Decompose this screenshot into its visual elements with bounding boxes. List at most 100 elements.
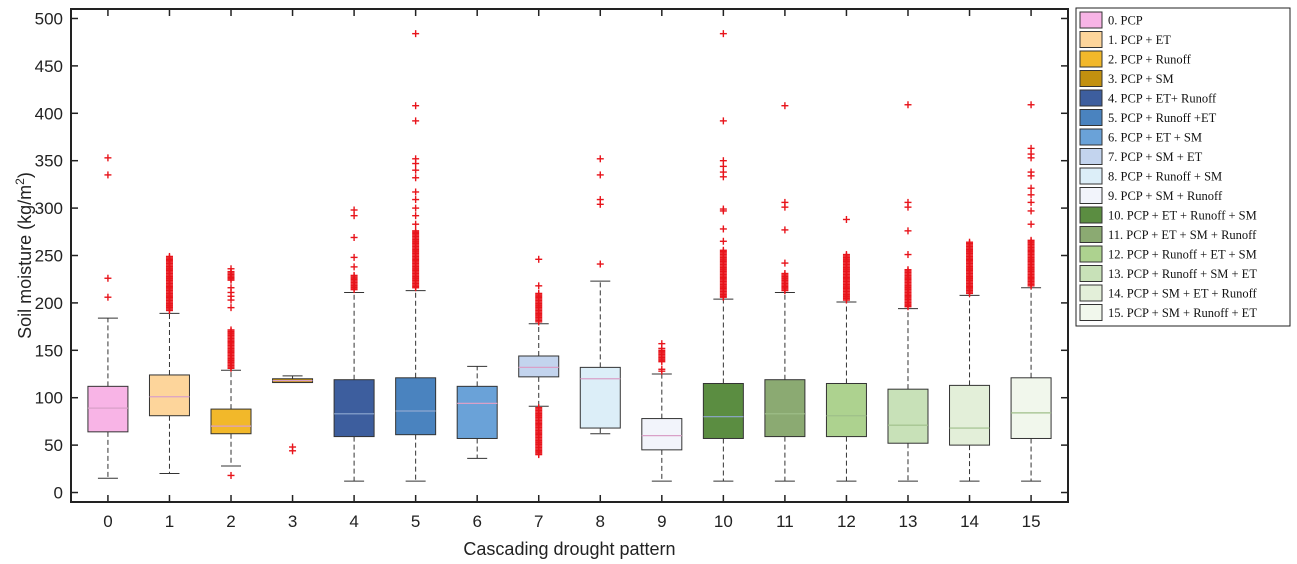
outlier-marker <box>596 260 604 268</box>
y-tick-label: 300 <box>35 199 63 218</box>
outlier-marker <box>781 226 789 234</box>
legend-label: 14. PCP + SM + ET + Runoff <box>1108 287 1258 301</box>
outlier-marker <box>966 238 974 246</box>
box-iqr <box>87 385 129 433</box>
outlier-marker <box>227 304 235 312</box>
legend-label: 9. PCP + SM + Runoff <box>1108 189 1223 203</box>
legend-item: 11. PCP + ET + SM + Runoff <box>1079 226 1257 243</box>
legend-label: 2. PCP + Runoff <box>1108 53 1192 67</box>
outlier-marker <box>165 252 173 260</box>
box-7 <box>518 323 560 407</box>
y-tick-label: 0 <box>54 484 63 503</box>
legend-label: 13. PCP + Runoff + SM + ET <box>1108 267 1257 281</box>
outlier-marker <box>719 225 727 233</box>
legend-item: 9. PCP + SM + Runoff <box>1079 187 1223 204</box>
legend-swatch <box>1079 245 1103 263</box>
y-axis: 0 50 100 150 200 250 300 350 400 450 500 <box>35 9 1068 503</box>
legend-label: 6. PCP + ET + SM <box>1108 131 1202 145</box>
legend-frame <box>1075 7 1291 327</box>
outliers-group <box>104 30 1035 479</box>
box-iqr <box>210 408 252 435</box>
box-9 <box>641 373 683 482</box>
x-tick-label: 7 <box>534 512 543 531</box>
y-tick-label: 100 <box>35 389 63 408</box>
outlier-marker <box>412 102 420 110</box>
box-15 <box>1010 287 1052 482</box>
y-tick-label: 200 <box>35 294 63 313</box>
y-tick-label: 500 <box>35 9 63 28</box>
box-iqr <box>333 379 375 438</box>
box-4 <box>333 291 375 482</box>
outlier-marker <box>412 212 420 220</box>
box-iqr <box>949 384 991 446</box>
outlier-marker <box>719 157 727 165</box>
outlier-marker <box>412 30 420 38</box>
x-tick-label: 3 <box>288 512 297 531</box>
legend-item: 12. PCP + Runoff + ET + SM <box>1079 245 1257 263</box>
x-axis-title: Cascading drought pattern <box>463 539 675 559</box>
x-tick-label: 14 <box>960 512 979 531</box>
legend-swatch <box>1079 206 1103 224</box>
outlier-marker <box>104 154 112 162</box>
x-tick-label: 11 <box>776 512 794 531</box>
outlier-marker <box>412 220 420 228</box>
x-tick-label: 15 <box>1022 512 1041 531</box>
y-axis-title: Soil moisture (kg/m2) <box>13 172 35 339</box>
x-tick-label: 0 <box>103 512 112 531</box>
outlier-marker <box>1027 184 1035 192</box>
legend-label: 11. PCP + ET + SM + Runoff <box>1108 228 1257 242</box>
outlier-marker <box>1027 191 1035 199</box>
legend-swatch <box>1079 70 1103 87</box>
y-tick-label: 150 <box>35 341 63 360</box>
box-0 <box>87 317 129 479</box>
outlier-marker <box>842 215 850 223</box>
outlier-marker <box>781 102 789 110</box>
outlier-marker <box>1027 144 1035 152</box>
outlier-marker <box>535 289 543 297</box>
legend-swatch <box>1079 304 1103 321</box>
outlier-marker <box>719 237 727 245</box>
legend-item: 1. PCP + ET <box>1079 31 1171 48</box>
outlier-marker <box>658 340 666 348</box>
legend-swatch <box>1079 187 1103 204</box>
x-axis: 0 1 2 3 4 5 6 7 8 9 10 11 12 13 14 15 <box>103 9 1041 531</box>
outlier-marker <box>350 206 358 214</box>
legend: 0. PCP 1. PCP + ET 2. PCP + Runoff 3. PCP +… <box>1075 7 1291 327</box>
outlier-marker <box>1027 207 1035 215</box>
outlier-marker <box>289 443 297 451</box>
box-2 <box>210 369 252 467</box>
outlier-marker <box>104 293 112 301</box>
x-tick-label: 9 <box>657 512 666 531</box>
outlier-marker <box>904 251 912 259</box>
outlier-marker <box>596 171 604 179</box>
legend-item: 10. PCP + ET + Runoff + SM <box>1079 206 1257 224</box>
outlier-marker <box>1027 236 1035 244</box>
outlier-marker <box>719 205 727 213</box>
box-iqr <box>518 355 560 378</box>
outlier-marker <box>412 196 420 204</box>
outlier-marker <box>350 271 358 279</box>
legend-item: 8. PCP + Runoff + SM <box>1079 167 1222 185</box>
outlier-marker <box>781 259 789 267</box>
outlier-marker <box>842 251 850 259</box>
outlier-marker <box>781 198 789 206</box>
outlier-marker <box>1027 198 1035 206</box>
legend-item: 6. PCP + ET + SM <box>1079 128 1202 146</box>
outlier-marker <box>719 246 727 254</box>
y-tick-label: 50 <box>44 436 63 455</box>
outlier-marker <box>658 365 666 373</box>
outlier-marker <box>781 270 789 278</box>
y-tick-label: 400 <box>35 104 63 123</box>
legend-label: 8. PCP + Runoff + SM <box>1108 170 1222 184</box>
box-iqr <box>395 377 437 436</box>
legend-label: 10. PCP + ET + Runoff + SM <box>1108 209 1257 223</box>
legend-item: 2. PCP + Runoff <box>1079 50 1192 68</box>
box-iqr <box>702 382 744 439</box>
outlier-marker <box>535 255 543 263</box>
box-6 <box>456 365 498 459</box>
box-iqr <box>1010 377 1052 439</box>
legend-swatch <box>1079 50 1103 68</box>
box-11 <box>764 291 806 482</box>
y-tick-label: 350 <box>35 152 63 171</box>
